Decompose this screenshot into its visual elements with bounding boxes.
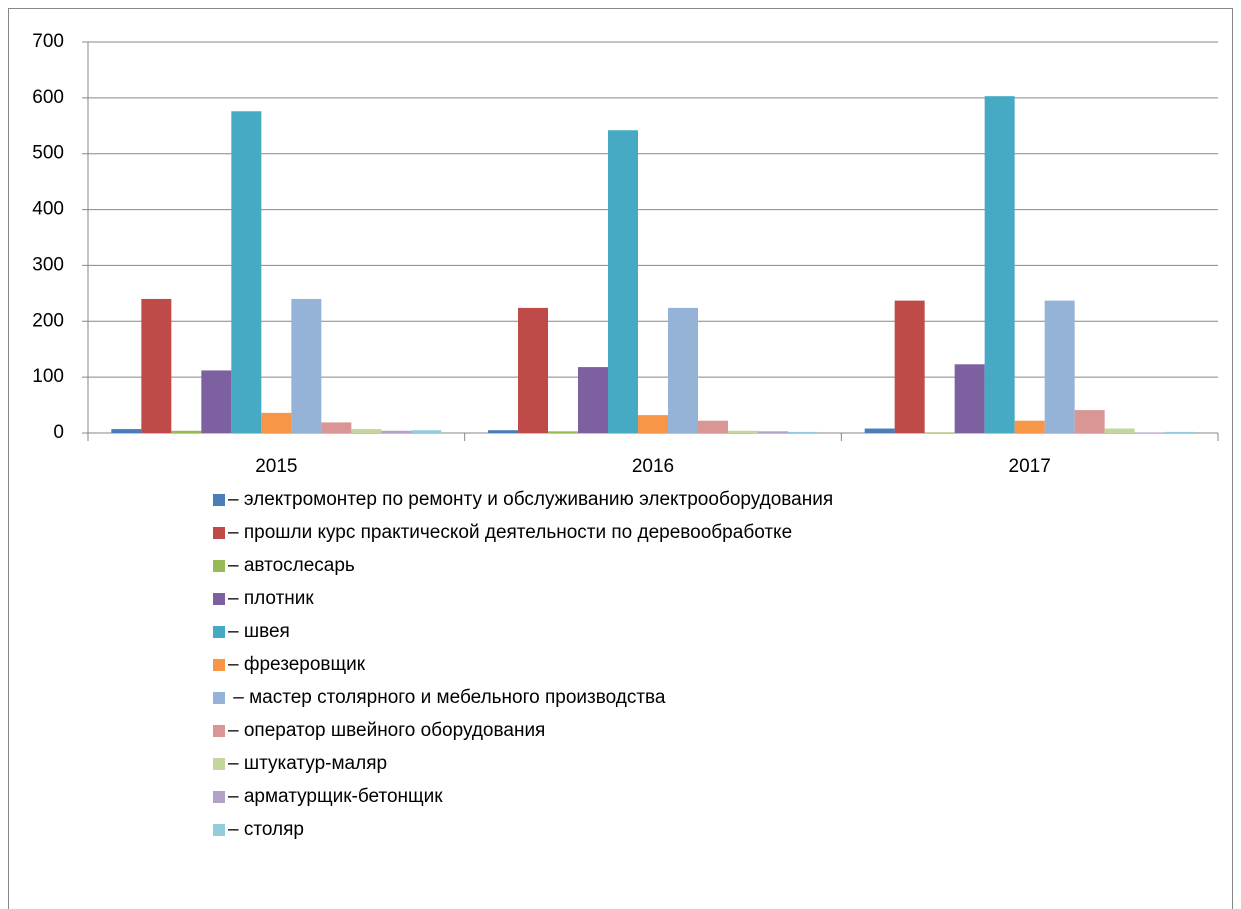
y-tick-label: 400 (32, 199, 64, 220)
bar (201, 370, 232, 433)
bar (381, 430, 412, 433)
bar (984, 96, 1015, 433)
bar (668, 307, 698, 433)
bar (411, 430, 442, 433)
legend-swatch (213, 692, 225, 704)
bar (351, 429, 382, 433)
legend-swatch (213, 791, 225, 803)
bar (698, 420, 728, 433)
y-tick-label: 0 (53, 422, 64, 443)
x-tick-label: 2015 (255, 456, 297, 477)
y-tick-label: 500 (32, 143, 64, 164)
legend-swatch (213, 494, 225, 506)
bar (1014, 420, 1045, 433)
bar (231, 111, 262, 434)
bar (261, 412, 292, 433)
legend-swatch (213, 560, 225, 572)
legend-label: – прошли курс практической деятельности … (228, 522, 792, 543)
y-tick-label: 600 (32, 87, 64, 108)
legend-label: – штукатур-маляр (228, 753, 387, 774)
legend-label: – арматурщик-бетонщик (228, 786, 443, 807)
bar (1074, 410, 1105, 433)
legend-swatch (213, 824, 225, 836)
bar (488, 430, 518, 433)
legend-label: – фрезеровщик (228, 654, 366, 675)
bar (1134, 432, 1165, 433)
legend-label: – мастер столярного и мебельного произво… (228, 687, 666, 708)
bar (1044, 300, 1075, 433)
legend-swatch (213, 725, 225, 737)
bar (728, 430, 758, 433)
bar (638, 415, 668, 433)
bar (548, 431, 578, 433)
bar (758, 431, 788, 433)
bar (518, 307, 548, 433)
chart-frame (8, 8, 1233, 909)
bar (924, 432, 955, 433)
legend-label: – плотник (228, 588, 314, 609)
y-tick-label: 700 (32, 31, 64, 52)
y-tick-label: 300 (32, 254, 64, 275)
legend-swatch (213, 626, 225, 638)
bar (141, 298, 172, 433)
legend-swatch (213, 659, 225, 671)
y-tick-label: 200 (32, 310, 64, 331)
legend-label: – столяр (228, 819, 304, 840)
bar (608, 130, 638, 434)
bar (171, 430, 202, 433)
bar (291, 298, 322, 433)
bar (864, 428, 895, 433)
bar (321, 422, 352, 433)
bar (894, 300, 925, 433)
bar (111, 429, 142, 433)
legend-swatch (213, 593, 225, 605)
legend-swatch (213, 758, 225, 770)
x-tick-label: 2017 (1009, 456, 1051, 477)
y-tick-label: 100 (32, 366, 64, 387)
bar (788, 431, 818, 433)
bar (954, 364, 985, 433)
x-tick-label: 2016 (632, 456, 674, 477)
legend-label: – электромонтер по ремонту и обслуживани… (228, 489, 833, 510)
bar (1164, 431, 1195, 433)
legend-label: – автослесарь (228, 555, 355, 576)
legend-swatch (213, 527, 225, 539)
bar (578, 367, 608, 433)
bar (1104, 428, 1135, 433)
legend-label: – швея (228, 621, 290, 642)
legend-label: – оператор швейного оборудования (228, 720, 545, 741)
